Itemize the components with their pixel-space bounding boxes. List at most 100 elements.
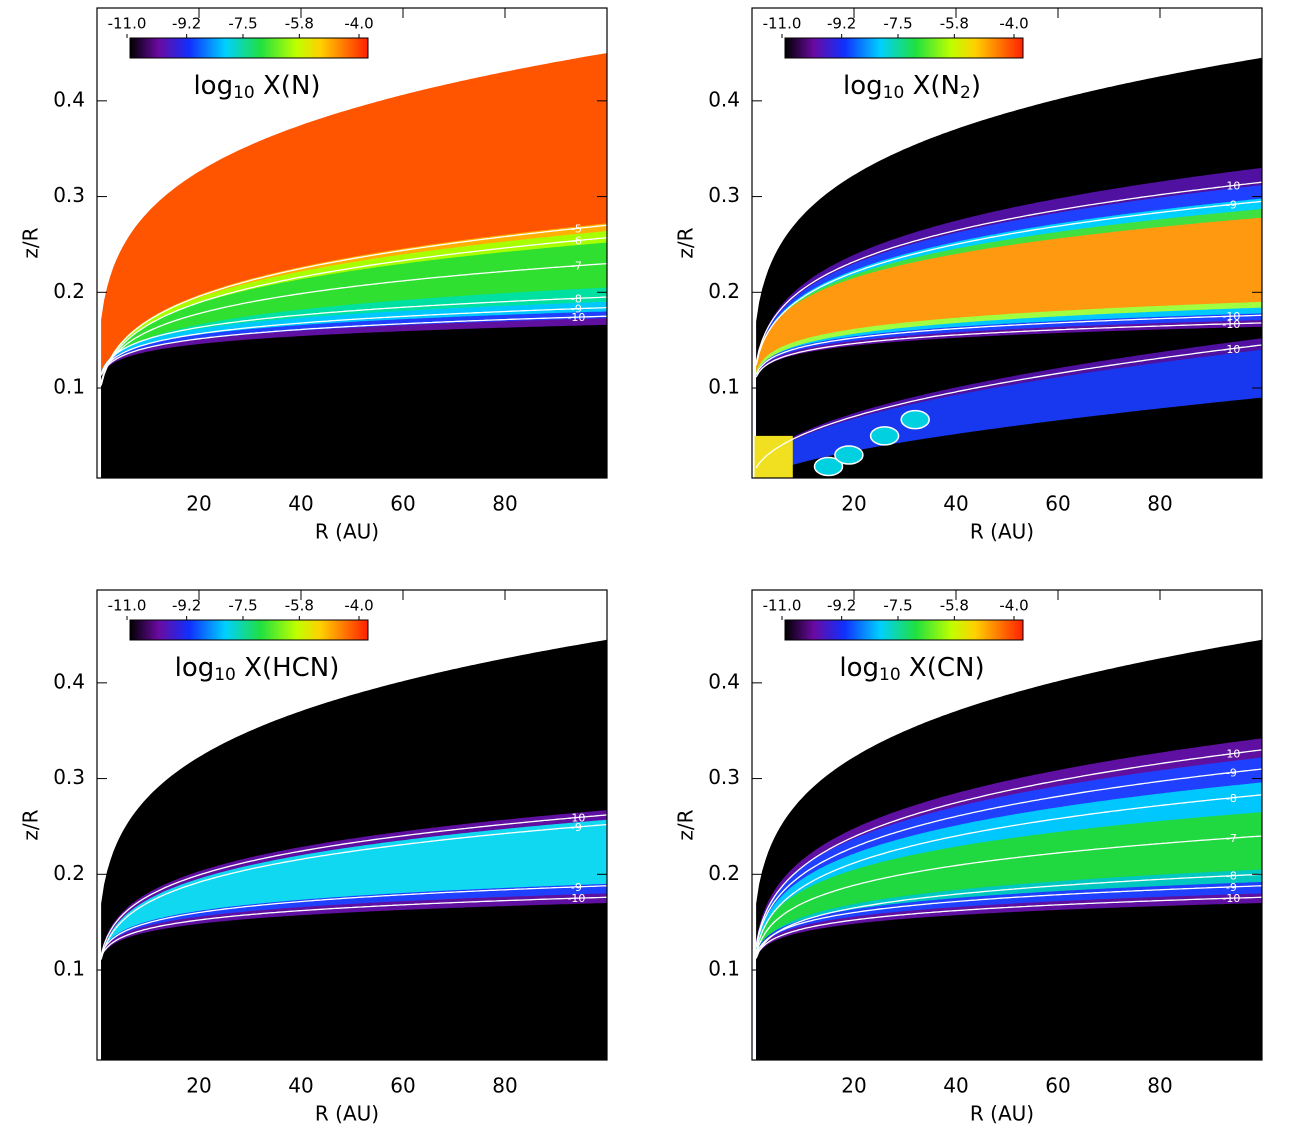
plot-area (754, 57, 1262, 478)
y-axis-label: z/R (674, 809, 698, 840)
colorbar-tick-label: -7.5 (883, 597, 912, 615)
plot-area (100, 639, 607, 1060)
region (101, 324, 607, 478)
contour-line (755, 200, 1262, 366)
contour-label: -10 (567, 311, 585, 324)
contour-line (755, 835, 1262, 955)
contour-label: -9 (571, 881, 582, 894)
title-part: X(N) (255, 71, 321, 101)
colorbar-tick-label: -9.2 (172, 597, 201, 615)
colorbar-tick-label: -9.2 (827, 15, 856, 33)
title-part: X(N (904, 71, 960, 101)
contour-label: -9 (571, 821, 582, 834)
colorbar (129, 619, 369, 641)
contour-line (755, 896, 1262, 957)
x-tick-label: 60 (390, 492, 415, 516)
contour-label: -9 (1226, 198, 1237, 211)
y-axis-label: z/R (19, 227, 43, 258)
y-tick-label: 0.4 (53, 87, 85, 111)
title-part: 10 (233, 83, 255, 103)
contour-line (100, 814, 607, 956)
contour-label: -7 (571, 260, 582, 273)
contour-line (755, 749, 1262, 946)
plot-frame (751, 589, 1263, 1061)
y-tick-label: 0.2 (53, 861, 85, 885)
colorbar-tick-label: -5.8 (940, 15, 969, 33)
x-tick-label: 60 (1045, 1074, 1070, 1098)
x-tick-label: 20 (841, 492, 866, 516)
colorbar-tick-label: -9.2 (172, 15, 201, 33)
region (101, 903, 607, 1060)
y-tick-label: 0.3 (708, 765, 740, 789)
x-axis-label: R (AU) (315, 1102, 379, 1126)
x-tick-label: 40 (288, 492, 313, 516)
x-axis-label: R (AU) (970, 520, 1034, 544)
contour-label: -7 (1226, 832, 1237, 845)
contour-line (755, 344, 1262, 469)
contour-label: -10 (1222, 343, 1240, 356)
y-axis-label: z/R (19, 809, 43, 840)
contour-label: -10 (1222, 892, 1240, 905)
contour-line (100, 237, 607, 386)
region (813, 456, 844, 477)
colorbar-tick-label: -5.8 (285, 15, 314, 33)
contour-line (755, 873, 1262, 959)
contour-line (100, 296, 607, 375)
panel: -5-6 -7 -8-9-10 20 40 60 80 0.1 0.2 0.3 0.4 R (AU) z… (19, 7, 608, 544)
contour-line (100, 885, 607, 955)
plot-frame (751, 7, 1263, 479)
x-tick-label: 20 (186, 1074, 211, 1098)
region (756, 903, 1262, 1060)
plot-frame (96, 7, 608, 479)
panel-title: log10 X(HCN) (175, 653, 340, 686)
colorbar-tick-label: -4.0 (344, 15, 373, 33)
colorbar (784, 619, 1024, 641)
x-tick-label: 60 (390, 1074, 415, 1098)
y-tick-label: 0.4 (53, 669, 85, 693)
contour-label: -10 (1222, 180, 1240, 193)
title-part: log (175, 653, 215, 683)
contour-line (755, 181, 1262, 364)
y-tick-label: 0.2 (53, 279, 85, 303)
region (869, 426, 900, 446)
panel-title: log10 X(N) (193, 71, 320, 104)
panel-title: log10 X(N2) (843, 71, 981, 104)
plot-frame (96, 589, 608, 1061)
contour-label: -9 (1226, 766, 1237, 779)
plot-area (755, 639, 1262, 1060)
colorbar-tick-label: -4.0 (999, 15, 1028, 33)
y-tick-label: 0.2 (708, 861, 740, 885)
x-tick-label: 80 (492, 492, 517, 516)
contour-label: -9 (1226, 881, 1237, 894)
contour-label: -10 (1222, 748, 1240, 761)
colorbar-tick-label: -7.5 (228, 597, 257, 615)
contour-label: -8 (1226, 792, 1237, 805)
title-part: log (843, 71, 883, 101)
region (900, 409, 930, 430)
x-tick-label: 40 (943, 1074, 968, 1098)
x-axis-label: R (AU) (315, 520, 379, 544)
contour-line (100, 823, 607, 960)
x-axis-label: R (AU) (970, 1102, 1034, 1126)
colorbar-tick-label: -11.0 (763, 597, 802, 615)
contour-line (755, 768, 1262, 948)
contour-line (100, 896, 607, 957)
colorbar-tick-label: -9.2 (827, 597, 856, 615)
colorbar-tick-label: -7.5 (228, 15, 257, 33)
contour-label: -8 (571, 292, 582, 305)
contour-line (100, 306, 607, 376)
contour-line (100, 262, 607, 383)
colorbar-tick-label: -11.0 (763, 15, 802, 33)
y-tick-label: 0.3 (53, 183, 85, 207)
x-tick-label: 80 (492, 1074, 517, 1098)
colorbar-tick-label: -11.0 (108, 597, 147, 615)
colorbar-tick-label: -7.5 (883, 15, 912, 33)
x-tick-label: 80 (1147, 492, 1172, 516)
y-tick-label: 0.2 (708, 279, 740, 303)
colorbar (129, 37, 369, 59)
contour-label: -6 (571, 235, 582, 248)
y-tick-label: 0.1 (708, 375, 740, 399)
contour-label: -10 (567, 892, 585, 905)
